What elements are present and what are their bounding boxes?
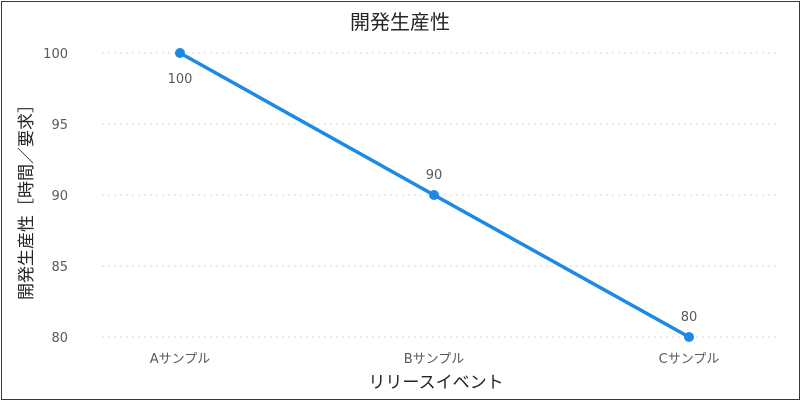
y-tick-label: 85 <box>51 260 68 275</box>
data-label: 80 <box>681 310 698 325</box>
data-point <box>429 190 439 200</box>
data-label: 90 <box>426 168 443 183</box>
series-layer <box>175 48 694 342</box>
data-labels: 100 90 80 <box>168 72 698 325</box>
data-point <box>684 332 694 342</box>
x-tick-label: Aサンプル <box>150 352 211 367</box>
x-tick-labels: Aサンプル Bサンプル Cサンプル <box>150 352 720 367</box>
y-axis-title: 開発生産性［時間／要求］ <box>17 96 37 300</box>
y-tick-label: 90 <box>51 189 68 204</box>
chart-title: 開発生産性 <box>350 10 450 34</box>
x-tick-label: Cサンプル <box>659 352 720 367</box>
y-tick-label: 95 <box>51 118 68 133</box>
grid-layer <box>102 52 780 338</box>
x-axis-title: リリースイベント <box>368 373 503 393</box>
y-tick-label: 80 <box>51 331 68 346</box>
data-label: 100 <box>168 72 193 87</box>
y-tick-label: 100 <box>43 47 68 62</box>
data-point <box>175 48 185 58</box>
y-tick-labels: 100 95 90 85 80 <box>43 47 68 346</box>
x-tick-label: Bサンプル <box>404 352 465 367</box>
